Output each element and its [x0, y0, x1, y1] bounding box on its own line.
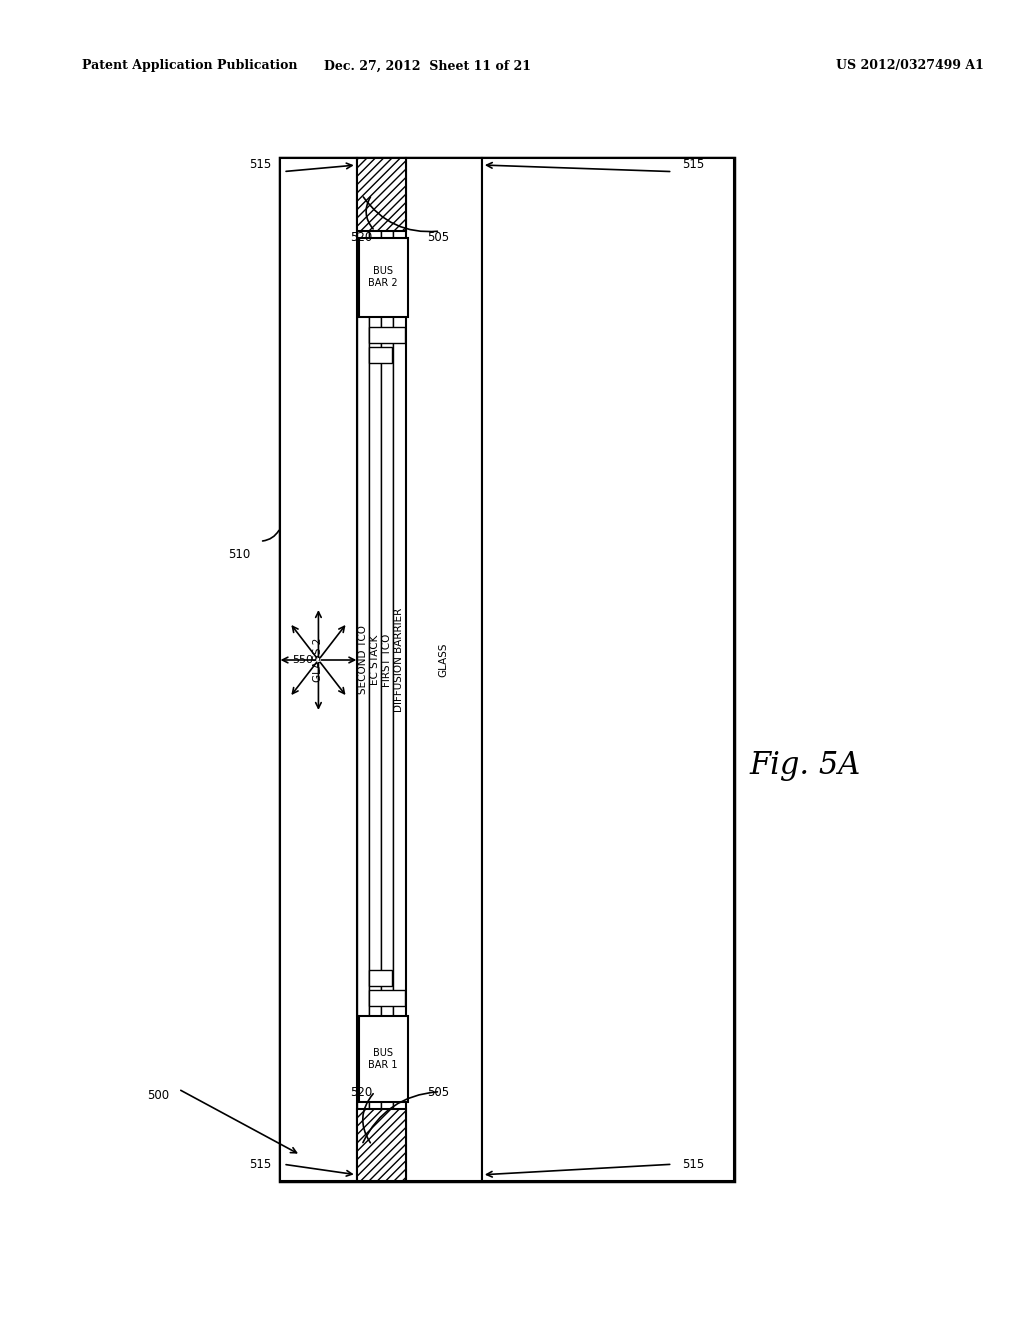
Text: 500: 500: [146, 1089, 169, 1102]
Text: SECOND TCO: SECOND TCO: [357, 626, 368, 694]
Text: US 2012/0327499 A1: US 2012/0327499 A1: [836, 59, 983, 73]
Bar: [381, 158, 393, 1181]
Bar: [358, 1016, 408, 1102]
Bar: [358, 238, 408, 317]
Text: GLASS 2: GLASS 2: [313, 638, 324, 682]
Text: 505: 505: [427, 231, 450, 244]
Bar: [369, 158, 381, 1181]
Bar: [393, 158, 406, 1181]
Bar: [369, 327, 404, 343]
Text: 510: 510: [228, 548, 251, 561]
Bar: [281, 158, 356, 1181]
Text: 520: 520: [350, 231, 373, 244]
Text: BUS
BAR 1: BUS BAR 1: [369, 1048, 398, 1071]
Text: Dec. 27, 2012  Sheet 11 of 21: Dec. 27, 2012 Sheet 11 of 21: [325, 59, 531, 73]
Bar: [482, 158, 733, 1181]
Bar: [356, 158, 369, 1181]
Bar: [406, 158, 482, 1181]
Bar: [356, 158, 406, 231]
Text: Fig. 5A: Fig. 5A: [750, 750, 860, 781]
Text: 515: 515: [682, 1158, 705, 1171]
Text: 515: 515: [249, 158, 271, 172]
Bar: [369, 990, 404, 1006]
Text: 515: 515: [249, 1158, 271, 1171]
Bar: [369, 970, 392, 986]
Text: 520: 520: [350, 1086, 373, 1100]
Text: FIRST TCO: FIRST TCO: [382, 634, 392, 686]
Text: 515: 515: [682, 158, 705, 172]
Text: Patent Application Publication: Patent Application Publication: [82, 59, 297, 73]
Text: 550: 550: [292, 655, 313, 665]
Bar: [369, 347, 392, 363]
Text: 505: 505: [427, 1086, 450, 1100]
Text: DIFFUSION BARRIER: DIFFUSION BARRIER: [394, 609, 404, 711]
Text: GLASS: GLASS: [438, 643, 449, 677]
Text: BUS
BAR 2: BUS BAR 2: [369, 267, 398, 288]
Bar: [356, 1109, 406, 1181]
Bar: [281, 158, 733, 1181]
Text: EC STACK: EC STACK: [370, 635, 380, 685]
